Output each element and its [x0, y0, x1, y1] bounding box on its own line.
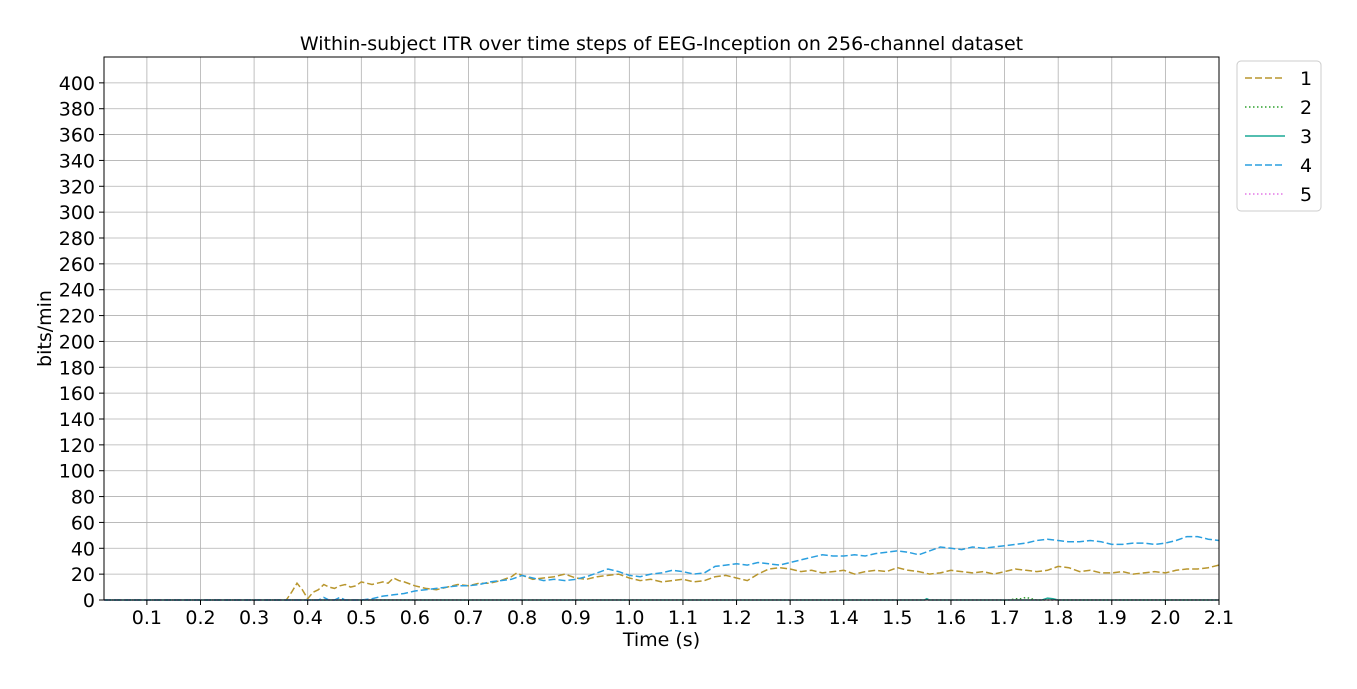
y-tick-label: 300	[59, 202, 95, 224]
x-tick-label: 0.5	[346, 607, 376, 629]
y-tick-label: 240	[59, 280, 95, 302]
x-tick-label: 0.4	[293, 607, 323, 629]
legend-label-5: 5	[1300, 184, 1312, 206]
x-tick-label: 0.3	[239, 607, 269, 629]
legend-label-3: 3	[1300, 126, 1312, 148]
y-tick-label: 180	[59, 357, 95, 379]
y-tick-label: 140	[59, 409, 95, 431]
y-tick-label: 280	[59, 228, 95, 250]
x-tick-label: 1.9	[1097, 607, 1127, 629]
x-tick-label: 1.0	[614, 607, 644, 629]
tick-layer: 0.1 0.2 0.3 0.4 0.5 0.6 0.7 0.8 0.9 1.0 1.1 1.2 1.3 1…	[59, 73, 1234, 629]
y-tick-label: 160	[59, 383, 95, 405]
x-tick-label: 1.1	[668, 607, 698, 629]
x-tick-label: 0.6	[400, 607, 430, 629]
y-tick-label: 220	[59, 306, 95, 328]
y-tick-label: 120	[59, 435, 95, 457]
chart-title: Within-subject ITR over time steps of EE…	[300, 33, 1023, 55]
series-line-1	[104, 564, 1220, 601]
grid	[104, 57, 1220, 601]
legend-label-2: 2	[1300, 97, 1312, 119]
y-tick-label: 100	[59, 461, 95, 483]
x-tick-label: 1.4	[829, 607, 859, 629]
y-tick-label: 320	[59, 176, 95, 198]
y-tick-label: 360	[59, 125, 95, 147]
legend: 1 2 3 4 5	[1236, 60, 1322, 212]
y-tick-label: 60	[71, 512, 95, 534]
x-tick-label: 1.5	[882, 607, 912, 629]
x-tick-label: 1.7	[989, 607, 1019, 629]
x-tick-label: 0.1	[132, 607, 162, 629]
y-tick-label: 340	[59, 150, 95, 172]
y-tick-label: 0	[83, 590, 95, 612]
legend-label-1: 1	[1300, 68, 1312, 90]
legend-label-4: 4	[1300, 155, 1312, 177]
x-tick-label: 1.3	[775, 607, 805, 629]
x-tick-label: 2.1	[1204, 607, 1234, 629]
x-tick-label: 0.9	[561, 607, 591, 629]
x-tick-label: 1.2	[721, 607, 751, 629]
series-layer	[104, 535, 1220, 601]
y-tick-label: 380	[59, 99, 95, 121]
plot-frame	[103, 56, 1220, 601]
x-tick-label: 1.8	[1043, 607, 1073, 629]
y-tick-label: 400	[59, 73, 95, 95]
series-line-4	[104, 535, 1220, 601]
y-tick-label: 200	[59, 331, 95, 353]
y-tick-label: 20	[71, 564, 95, 586]
y-tick-label: 80	[71, 487, 95, 509]
y-tick-label: 40	[71, 538, 95, 560]
x-tick-label: 0.2	[185, 607, 215, 629]
x-tick-label: 0.7	[453, 607, 483, 629]
x-tick-label: 1.6	[936, 607, 966, 629]
x-axis-label: Time (s)	[622, 629, 700, 651]
x-tick-label: 0.8	[507, 607, 537, 629]
y-tick-label: 260	[59, 254, 95, 276]
x-tick-label: 2.0	[1150, 607, 1180, 629]
y-axis-label: bits/min	[34, 290, 56, 367]
